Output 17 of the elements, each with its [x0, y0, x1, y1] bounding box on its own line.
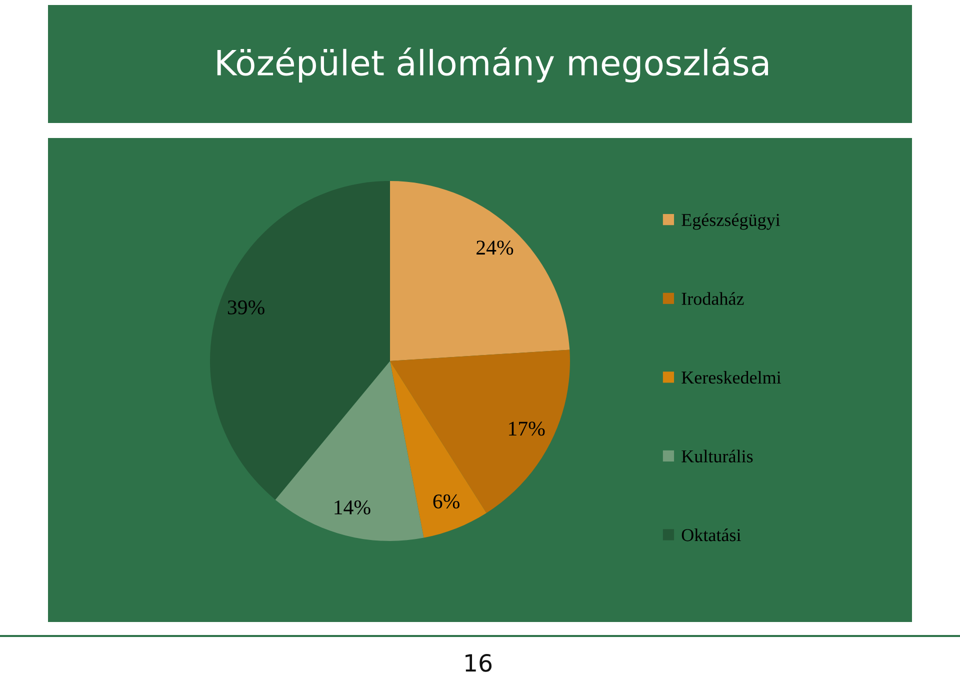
pie-slice	[390, 181, 570, 361]
chart-title: Középület állomány megoszlása	[217, 48, 768, 82]
legend-label: Oktatási	[682, 528, 741, 542]
pie-slice	[390, 350, 570, 513]
pie-slice	[390, 361, 486, 538]
data-label: 24%	[476, 240, 514, 255]
data-label: 17%	[509, 422, 545, 436]
legend-label: Irodaház	[682, 292, 744, 305]
data-label: 14%	[334, 500, 370, 514]
legend-label: Kereskedelmi	[682, 370, 782, 384]
text: 16	[466, 654, 492, 672]
data-label: 39%	[228, 300, 264, 314]
legend-label: Kulturális	[682, 450, 753, 462]
legend-label: Egészségügyi	[682, 213, 780, 230]
pie-slice	[275, 361, 424, 541]
data-label: 6%	[433, 494, 460, 509]
pie-slice	[210, 181, 390, 500]
